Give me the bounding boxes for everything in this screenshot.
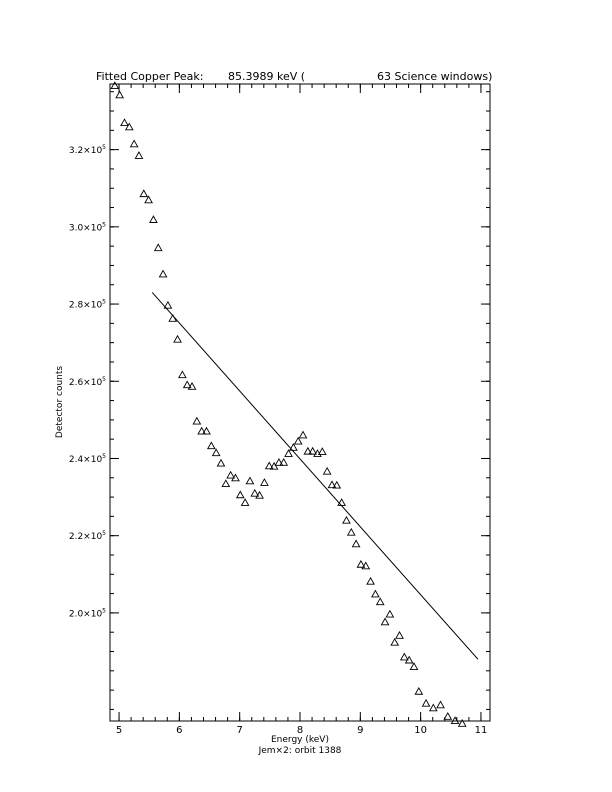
chart-title-suffix: 63 Science windows) xyxy=(377,70,492,83)
data-point xyxy=(414,686,424,695)
y-tick-label: 2.0×105 xyxy=(69,607,106,619)
data-point xyxy=(226,470,236,479)
data-point xyxy=(255,490,264,499)
data-point xyxy=(390,637,400,646)
x-tick-label: 9 xyxy=(357,725,363,736)
data-point xyxy=(375,597,385,606)
data-point xyxy=(404,655,414,664)
x-tick-label: 6 xyxy=(176,725,182,736)
x-tick-label: 8 xyxy=(297,725,303,736)
chart-subtitle: Jem×2: orbit 1388 xyxy=(258,746,342,756)
x-axis-label: Energy (keV) xyxy=(271,735,329,745)
data-point xyxy=(371,589,380,598)
data-point xyxy=(356,559,366,568)
data-point xyxy=(269,461,279,470)
chart-title-prefix: Fitted Copper Peak: xyxy=(96,70,203,83)
data-point xyxy=(385,609,395,618)
data-point xyxy=(192,416,202,425)
data-point xyxy=(115,90,125,99)
data-point xyxy=(346,527,356,536)
data-point xyxy=(361,561,371,570)
x-tick-label: 7 xyxy=(236,725,242,736)
fit-line xyxy=(151,292,479,660)
y-tick-label: 3.2×105 xyxy=(69,144,106,156)
data-point xyxy=(450,716,460,725)
x-axis-ticks: 5 6 7 8 9 10 11 xyxy=(116,84,487,736)
data-point xyxy=(206,441,216,450)
data-point xyxy=(124,122,134,131)
data-point xyxy=(202,426,211,435)
data-point xyxy=(293,436,303,445)
data-point xyxy=(158,269,168,278)
x-tick-label: 11 xyxy=(475,725,488,736)
data-point xyxy=(264,461,274,470)
y-tick-label: 2.6×105 xyxy=(69,376,106,388)
data-point xyxy=(211,448,221,457)
y-tick-label: 3.0×105 xyxy=(69,221,106,233)
data-point xyxy=(178,370,187,379)
data-point xyxy=(129,139,139,148)
plot-frame xyxy=(109,83,491,722)
data-point xyxy=(120,118,129,127)
data-point xyxy=(395,630,404,639)
data-point xyxy=(260,478,269,486)
data-point xyxy=(409,662,419,671)
y-tick-label: 2.4×105 xyxy=(69,453,106,465)
data-point xyxy=(332,480,342,489)
data-point xyxy=(322,466,332,475)
x-tick-label: 5 xyxy=(116,725,122,736)
y-axis-ticks: 2.0×105 2.2×105 2.4×105 2.6×105 2.8×105 3.0×1… xyxy=(69,91,490,710)
data-point xyxy=(240,498,250,506)
data-point xyxy=(327,480,337,489)
y-tick-label: 2.8×105 xyxy=(69,299,106,311)
data-point xyxy=(197,426,207,435)
data-point xyxy=(421,698,431,707)
data-point xyxy=(245,476,255,485)
chart-title-value: 85.3989 keV ( xyxy=(228,70,305,83)
y-axis-label: Detector counts xyxy=(55,366,65,438)
data-point xyxy=(288,442,298,451)
data-point xyxy=(163,300,173,309)
data-point xyxy=(317,447,327,455)
data-point xyxy=(274,458,284,466)
data-point xyxy=(110,81,120,89)
data-point xyxy=(149,215,158,223)
x-tick-label: 10 xyxy=(414,725,427,736)
data-point xyxy=(303,446,313,455)
data-point xyxy=(134,151,144,159)
data-point xyxy=(351,539,361,548)
data-point xyxy=(342,515,351,524)
data-point xyxy=(153,243,163,252)
data-point xyxy=(187,381,197,390)
data-marks xyxy=(110,81,479,727)
data-point xyxy=(250,488,260,497)
data-point xyxy=(428,703,438,712)
data-point xyxy=(308,446,318,455)
data-point xyxy=(173,334,182,343)
data-point xyxy=(457,718,467,727)
data-point xyxy=(279,458,289,466)
data-point xyxy=(235,490,245,499)
data-point xyxy=(284,449,293,457)
y-tick-label: 2.2×105 xyxy=(69,530,106,542)
data-point xyxy=(144,195,153,204)
data-point xyxy=(436,700,445,709)
data-point xyxy=(380,617,390,626)
data-point xyxy=(182,380,192,389)
data-point xyxy=(231,473,240,482)
data-point xyxy=(443,712,453,720)
data-point xyxy=(221,479,231,488)
data-point xyxy=(216,458,226,467)
data-point xyxy=(366,576,375,585)
data-point xyxy=(139,189,149,198)
data-point xyxy=(298,430,308,439)
data-point xyxy=(399,652,409,661)
